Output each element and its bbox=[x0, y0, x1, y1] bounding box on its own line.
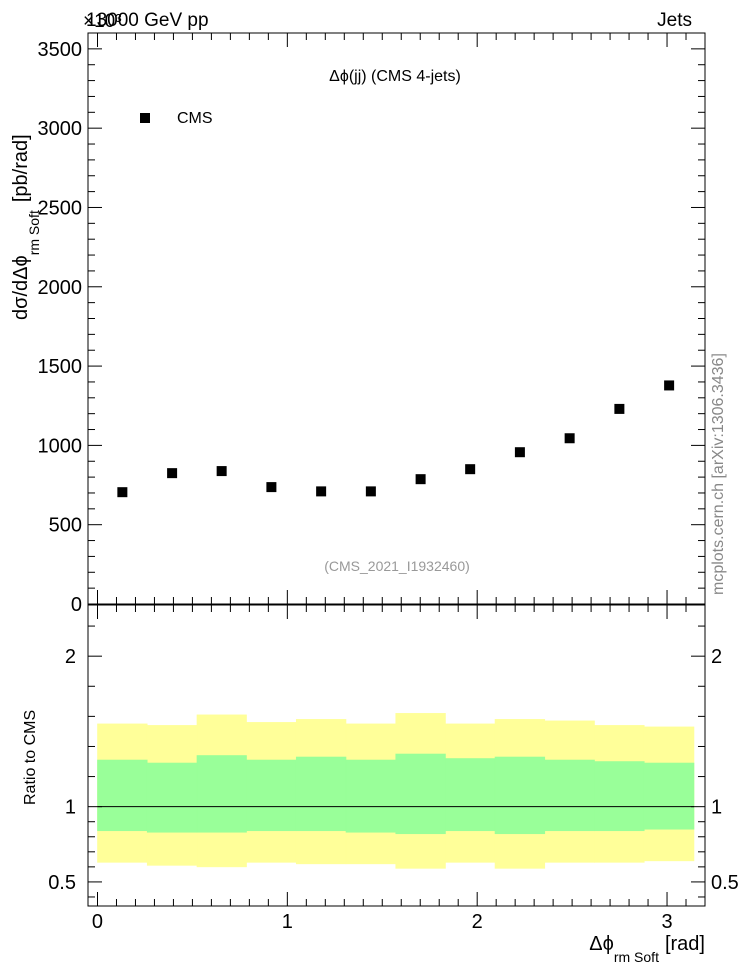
data-point bbox=[167, 468, 178, 479]
header-left: 13000 GeV pp bbox=[86, 10, 209, 31]
data-point bbox=[266, 482, 277, 493]
main-y-title-unit: [pb/rad] bbox=[10, 134, 32, 202]
x-tick-label: 2 bbox=[472, 911, 483, 933]
legend-label: CMS bbox=[177, 110, 213, 127]
x-title-sub: rm Soft bbox=[614, 949, 659, 965]
x-title-unit: [rad] bbox=[665, 933, 705, 955]
data-point bbox=[614, 403, 625, 414]
y-tick-label: 0 bbox=[71, 594, 82, 616]
x-tick-label: 0 bbox=[92, 911, 103, 933]
main-y-axis-title: dσ/dΔϕrm Soft [pb/rad] bbox=[10, 134, 42, 320]
main-y-title-sub: rm Soft bbox=[26, 210, 42, 255]
y-tick-label: 2000 bbox=[38, 277, 83, 299]
ratio-plot-frame bbox=[87, 604, 706, 907]
uncertainty-band-bin bbox=[594, 761, 645, 832]
cms-data-points bbox=[117, 380, 675, 498]
y-tick-label: 3500 bbox=[38, 39, 83, 61]
legend-marker bbox=[140, 113, 150, 123]
data-point bbox=[564, 433, 575, 444]
uncertainty-band-bin bbox=[445, 758, 496, 832]
data-point bbox=[664, 380, 675, 391]
y-tick-label: 1000 bbox=[38, 435, 83, 457]
y-tick-label: 3000 bbox=[38, 118, 83, 140]
data-point bbox=[365, 486, 376, 497]
uncertainty-band-bin bbox=[146, 762, 198, 833]
x-axis-title: Δϕrm Soft [rad] bbox=[589, 933, 705, 965]
data-point bbox=[415, 474, 426, 485]
ratio-x-ticks: 0 1 2 3 bbox=[92, 605, 706, 933]
uncertainty-band-bin bbox=[544, 759, 595, 832]
ratio-y-ticks: 0.5 0.5 1 1 2 2 bbox=[48, 625, 739, 898]
data-point bbox=[465, 464, 476, 475]
analysis-id: (CMS_2021_I1932460) bbox=[324, 558, 470, 574]
uncertainty-band-bin bbox=[643, 762, 695, 830]
ratio-y-tick-label: 2 bbox=[65, 646, 76, 668]
data-point bbox=[316, 486, 327, 497]
x-title-main: Δϕ bbox=[589, 933, 614, 955]
main-y-ticks: 0 500 1000 1500 2000 2500 3000 3500 bbox=[38, 32, 705, 616]
ratio-y-axis-title: Ratio to CMS bbox=[22, 710, 39, 805]
uncertainty-band-bin bbox=[97, 759, 148, 832]
ratio-y-tick-label-right: 1 bbox=[711, 797, 722, 819]
x-tick-label: 1 bbox=[282, 911, 293, 933]
axis-exponent: ×10³ bbox=[83, 11, 122, 32]
ratio-y-tick-label: 1 bbox=[65, 797, 76, 819]
uncertainty-band-bin bbox=[494, 756, 546, 835]
y-tick-label: 2500 bbox=[38, 197, 83, 219]
main-y-title-main: dσ/dΔϕ bbox=[10, 255, 32, 320]
uncertainty-band-bin bbox=[295, 756, 347, 832]
data-point bbox=[514, 447, 525, 458]
header-right: Jets bbox=[657, 10, 692, 31]
ratio-y-tick-label-right: 2 bbox=[711, 646, 722, 668]
y-tick-label: 1500 bbox=[38, 356, 83, 378]
ratio-uncertainty-bands bbox=[97, 713, 695, 869]
uncertainty-band-bin bbox=[345, 759, 397, 833]
x-tick-label: 3 bbox=[661, 911, 672, 933]
side-label: mcplots.cern.ch [arXiv:1306.3436] bbox=[710, 353, 727, 595]
main-x-ticks bbox=[96, 33, 706, 604]
ratio-y-tick-label: 0.5 bbox=[48, 872, 76, 894]
uncertainty-band-bin bbox=[395, 753, 446, 835]
plot-annotation: Δϕ(jj) (CMS 4-jets) bbox=[329, 68, 461, 85]
uncertainty-band-bin bbox=[246, 759, 297, 832]
ratio-y-tick-label-right: 0.5 bbox=[711, 872, 739, 894]
uncertainty-band-bin bbox=[196, 755, 247, 833]
data-point bbox=[216, 466, 227, 477]
data-point bbox=[117, 487, 128, 498]
y-tick-label: 500 bbox=[49, 515, 82, 537]
